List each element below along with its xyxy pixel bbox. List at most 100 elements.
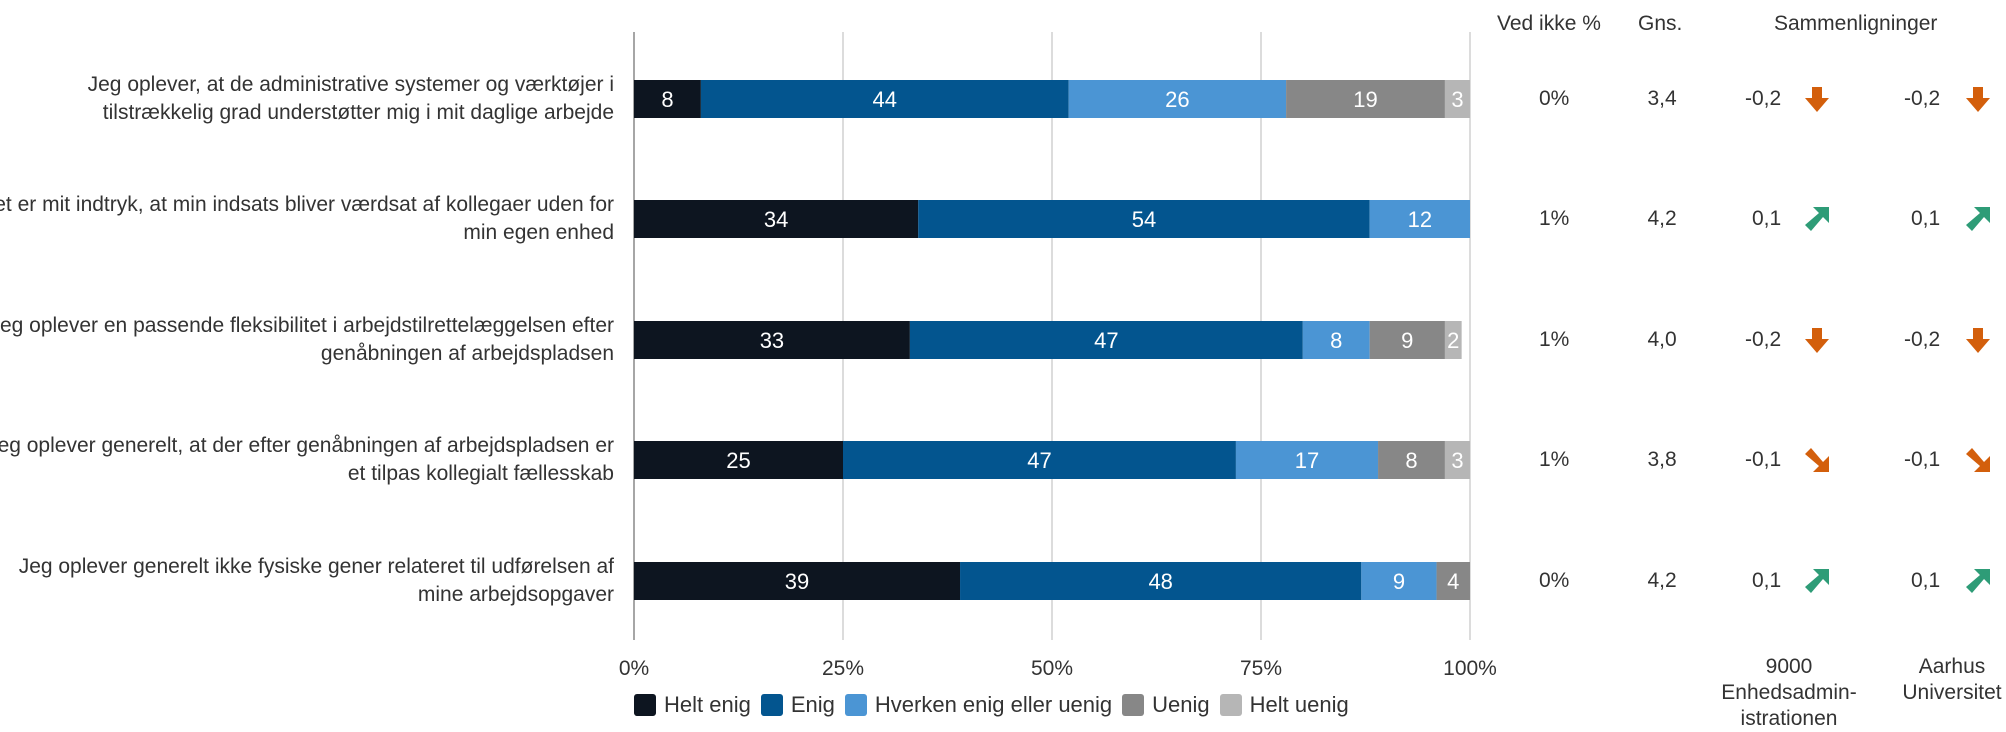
gns-value: 4,0 [1647,328,1677,351]
legend-item: Enig [760,692,835,718]
trend-up-arrow-icon [1805,569,1829,593]
bar-value-label: 25 [726,448,750,473]
legend-item: Helt uenig [1219,692,1349,718]
bar-value-label: 8 [1405,448,1417,473]
trend-up-arrow-icon [1966,207,1990,231]
bar-value-label: 2 [1447,328,1459,353]
bar-segment [1369,200,1470,238]
trend-down-arrow-icon [1805,448,1829,472]
bar-value-label: 47 [1027,448,1051,473]
legend-label: Helt enig [664,692,751,717]
comparison-value: -0,2 [1745,328,1782,351]
ved-ikke-value: 1% [1539,207,1570,230]
legend-item: Helt enig [634,692,751,718]
comparison-value: -0,2 [1904,87,1941,110]
trend-down-arrow-icon [1966,87,1990,112]
bar-segment [1361,562,1437,600]
gns-value: 3,4 [1647,87,1677,110]
bar-value-label: 47 [1094,328,1118,353]
ved-ikke-value: 1% [1539,448,1570,471]
x-tick-label: 25% [822,657,864,680]
bar-segment [1444,80,1470,118]
bar-segment [1235,441,1379,479]
bar-value-label: 3 [1451,87,1463,112]
bar-value-label: 44 [873,87,897,112]
legend-label: Helt uenig [1249,692,1349,717]
bar-segment [960,562,1362,600]
comparison-value: -0,2 [1745,87,1782,110]
comparison-value: -0,1 [1745,448,1782,471]
comparisons-header: Sammenligninger [1774,12,1938,35]
bar-segment [1444,441,1470,479]
bar-value-label: 33 [760,328,784,353]
bar-segment [918,200,1370,238]
bar-value-label: 12 [1408,207,1432,232]
trend-down-arrow-icon [1966,448,1990,472]
category-label: Det er mit indtryk, at min indsats blive… [0,193,614,244]
bar-value-label: 8 [1330,328,1342,353]
trend-up-arrow-icon [1966,569,1990,593]
bar-segment [634,200,919,238]
category-label: Jeg oplever generelt ikke fysiske gener … [18,555,614,606]
legend-label: Hverken enig eller uenig [874,692,1113,717]
legend-item: Uenig [1122,692,1210,718]
bar-value-label: 8 [661,87,673,112]
ved-ikke-header: Ved ikke % [1497,12,1601,35]
bar-segment [843,441,1236,479]
bar-value-label: 9 [1393,569,1405,594]
legend-swatch [844,694,867,716]
legend-swatch [1219,694,1242,716]
bar-segment [1302,321,1370,359]
comparison-value: 0,1 [1911,207,1941,230]
trend-down-arrow-icon [1966,328,1990,353]
legend-swatch [634,694,656,716]
bar-segment [1378,441,1445,479]
bar-segment [909,321,1303,359]
gns-value: 4,2 [1647,207,1677,230]
bar-segment [634,441,843,479]
bar-segment [1369,321,1445,359]
comparison-label-enhedsadm: 9000 Enhedsadmin-istrationen [1721,655,1857,730]
category-label: Jeg oplever, at de administrative system… [87,73,614,124]
comparison-value: 0,1 [1752,569,1782,592]
legend-swatch [760,694,783,716]
trend-down-arrow-icon [1805,328,1829,353]
bar-segment [1068,80,1287,118]
bar-segment [1436,562,1470,600]
comparison-label-au: Aarhus Universitet [1902,655,2002,704]
bar-value-label: 48 [1148,569,1172,594]
legend-item: Hverken enig eller uenig [844,692,1113,718]
bar-value-label: 17 [1295,448,1319,473]
bar-segment [634,321,910,359]
ved-ikke-value: 0% [1539,87,1570,110]
legend-swatch [1122,694,1145,716]
x-tick-label: 75% [1240,657,1282,680]
comparison-value: 0,1 [1752,207,1782,230]
bar-segment [1286,80,1445,118]
bar-value-label: 34 [764,207,788,232]
bar-segment [1444,321,1462,359]
bar-segment [634,562,961,600]
comparison-value: -0,2 [1904,328,1941,351]
ved-ikke-value: 0% [1539,569,1570,592]
bar-segment [700,80,1069,118]
bar-segment [634,80,701,118]
comparison-value: 0,1 [1911,569,1941,592]
bar-value-label: 3 [1451,448,1463,473]
bar-value-label: 9 [1401,328,1413,353]
gns-header: Gns. [1638,12,1683,35]
trend-down-arrow-icon [1805,87,1829,112]
x-tick-label: 50% [1031,657,1073,680]
comparison-value: -0,1 [1904,448,1941,471]
bar-value-label: 4 [1447,569,1459,594]
bar-value-label: 39 [785,569,809,594]
gns-value: 4,2 [1647,569,1677,592]
category-label: Jeg oplever en passende fleksibilitet i … [0,314,614,365]
x-tick-label: 100% [1443,657,1497,680]
bar-value-label: 54 [1132,207,1156,232]
bar-value-label: 26 [1165,87,1189,112]
legend-label: Uenig [1152,692,1210,717]
category-label: Jeg oplever generelt, at der efter genåb… [0,434,614,485]
x-tick-label: 0% [619,657,649,680]
